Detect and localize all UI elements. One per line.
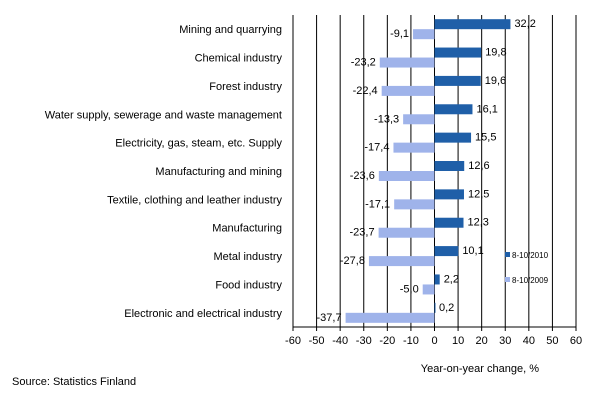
- value-label-2009: -37,7: [317, 312, 342, 324]
- value-label-2010: 10,1: [462, 245, 483, 257]
- legend-label: 8-10/2009: [512, 276, 549, 285]
- bar-2010: [434, 189, 464, 200]
- bar-2009: [393, 142, 435, 153]
- value-label-2010: 19,6: [485, 75, 506, 87]
- value-label-2010: 12,3: [468, 217, 489, 229]
- x-tick-label: 60: [570, 335, 582, 347]
- bar-2009: [379, 57, 435, 68]
- value-label-2010: 32,2: [514, 18, 535, 30]
- bar-2009: [378, 227, 435, 238]
- bar-2010: [434, 132, 472, 143]
- value-label-2009: -23,6: [350, 170, 375, 182]
- value-label-2009: -17,1: [365, 198, 390, 210]
- value-labels: 32,2 -9,1 19,8 -23,2 19,6 -22,4 16,1 -13,3 15,5 -…: [317, 18, 536, 324]
- value-label-2009: -23,7: [350, 227, 375, 239]
- x-tick-label: 20: [476, 335, 488, 347]
- category-label: Metal industry: [214, 251, 283, 263]
- legend-swatch: [505, 252, 510, 257]
- bar-2010: [434, 75, 481, 86]
- value-label-2009: -27,8: [340, 255, 365, 267]
- bars: [345, 19, 511, 323]
- category-label: Electronic and electrical industry: [124, 308, 282, 320]
- category-label: Electricity, gas, steam, etc. Supply: [115, 138, 282, 150]
- bar-2009: [378, 171, 435, 181]
- value-label-2010: 15,5: [475, 132, 496, 144]
- bar-2009: [345, 312, 435, 323]
- bar-2010: [434, 246, 459, 257]
- bar-2009: [368, 256, 435, 267]
- x-tick-label: -30: [356, 335, 372, 347]
- value-label-2009: -9,1: [390, 28, 409, 40]
- bar-2010: [434, 47, 482, 58]
- legend: 8-10/2010 8-10/2009: [505, 251, 549, 285]
- x-tick-label: 30: [499, 335, 511, 347]
- value-label-2009: -5,0: [400, 283, 419, 295]
- value-label-2010: 0,2: [439, 302, 454, 314]
- value-label-2010: 19,8: [485, 47, 506, 59]
- x-tick-label: 10: [452, 335, 464, 347]
- legend-label: 8-10/2010: [512, 251, 549, 260]
- bar-2009: [422, 284, 435, 295]
- x-axis-title: Year-on-year change, %: [421, 363, 539, 375]
- x-tick-label: -60: [285, 335, 301, 347]
- bar-2010: [434, 104, 473, 115]
- x-tick-label: -40: [332, 335, 348, 347]
- x-tick-label: -10: [403, 335, 419, 347]
- x-tick-labels: -60 -50 -40 -30 -20 -10 0 10 20 30 40 50 60: [285, 335, 582, 347]
- x-tick-label: -20: [379, 335, 395, 347]
- bar-2010: [434, 161, 465, 171]
- category-label: Water supply, sewerage and waste managem…: [45, 109, 282, 121]
- value-label-2010: 12,6: [468, 160, 489, 172]
- value-label-2009: -13,3: [374, 113, 399, 125]
- category-label: Food industry: [215, 279, 282, 291]
- bar-2009: [413, 29, 435, 40]
- bar-2009: [381, 85, 435, 96]
- category-label: Chemical industry: [195, 53, 283, 65]
- value-label-2010: 12,5: [468, 188, 489, 200]
- value-label-2010: 2,2: [444, 273, 459, 285]
- category-label: Forest industry: [209, 81, 282, 93]
- bar-2010: [434, 217, 464, 228]
- category-label: Mining and quarrying: [179, 24, 282, 36]
- x-tick-label: 50: [546, 335, 558, 347]
- x-tick-label: 40: [523, 335, 535, 347]
- legend-swatch: [505, 277, 510, 282]
- value-label-2010: 16,1: [476, 103, 497, 115]
- category-labels: Mining and quarrying Chemical industry For…: [45, 24, 283, 320]
- bar-2010: [434, 19, 511, 30]
- value-label-2009: -17,4: [364, 142, 389, 154]
- value-label-2009: -23,2: [351, 57, 376, 69]
- source-note: Source: Statistics Finland: [12, 376, 136, 388]
- category-label: Manufacturing: [212, 223, 282, 235]
- category-label: Manufacturing and mining: [155, 166, 282, 178]
- bar-2010: [434, 302, 436, 313]
- value-label-2009: -22,4: [353, 85, 378, 97]
- x-tick-label: -50: [309, 335, 325, 347]
- bar-2009: [403, 114, 435, 125]
- bar-2010: [434, 274, 440, 285]
- x-tick-label: 0: [431, 335, 437, 347]
- category-label: Textile, clothing and leather industry: [107, 194, 282, 206]
- bar-2009: [394, 199, 435, 210]
